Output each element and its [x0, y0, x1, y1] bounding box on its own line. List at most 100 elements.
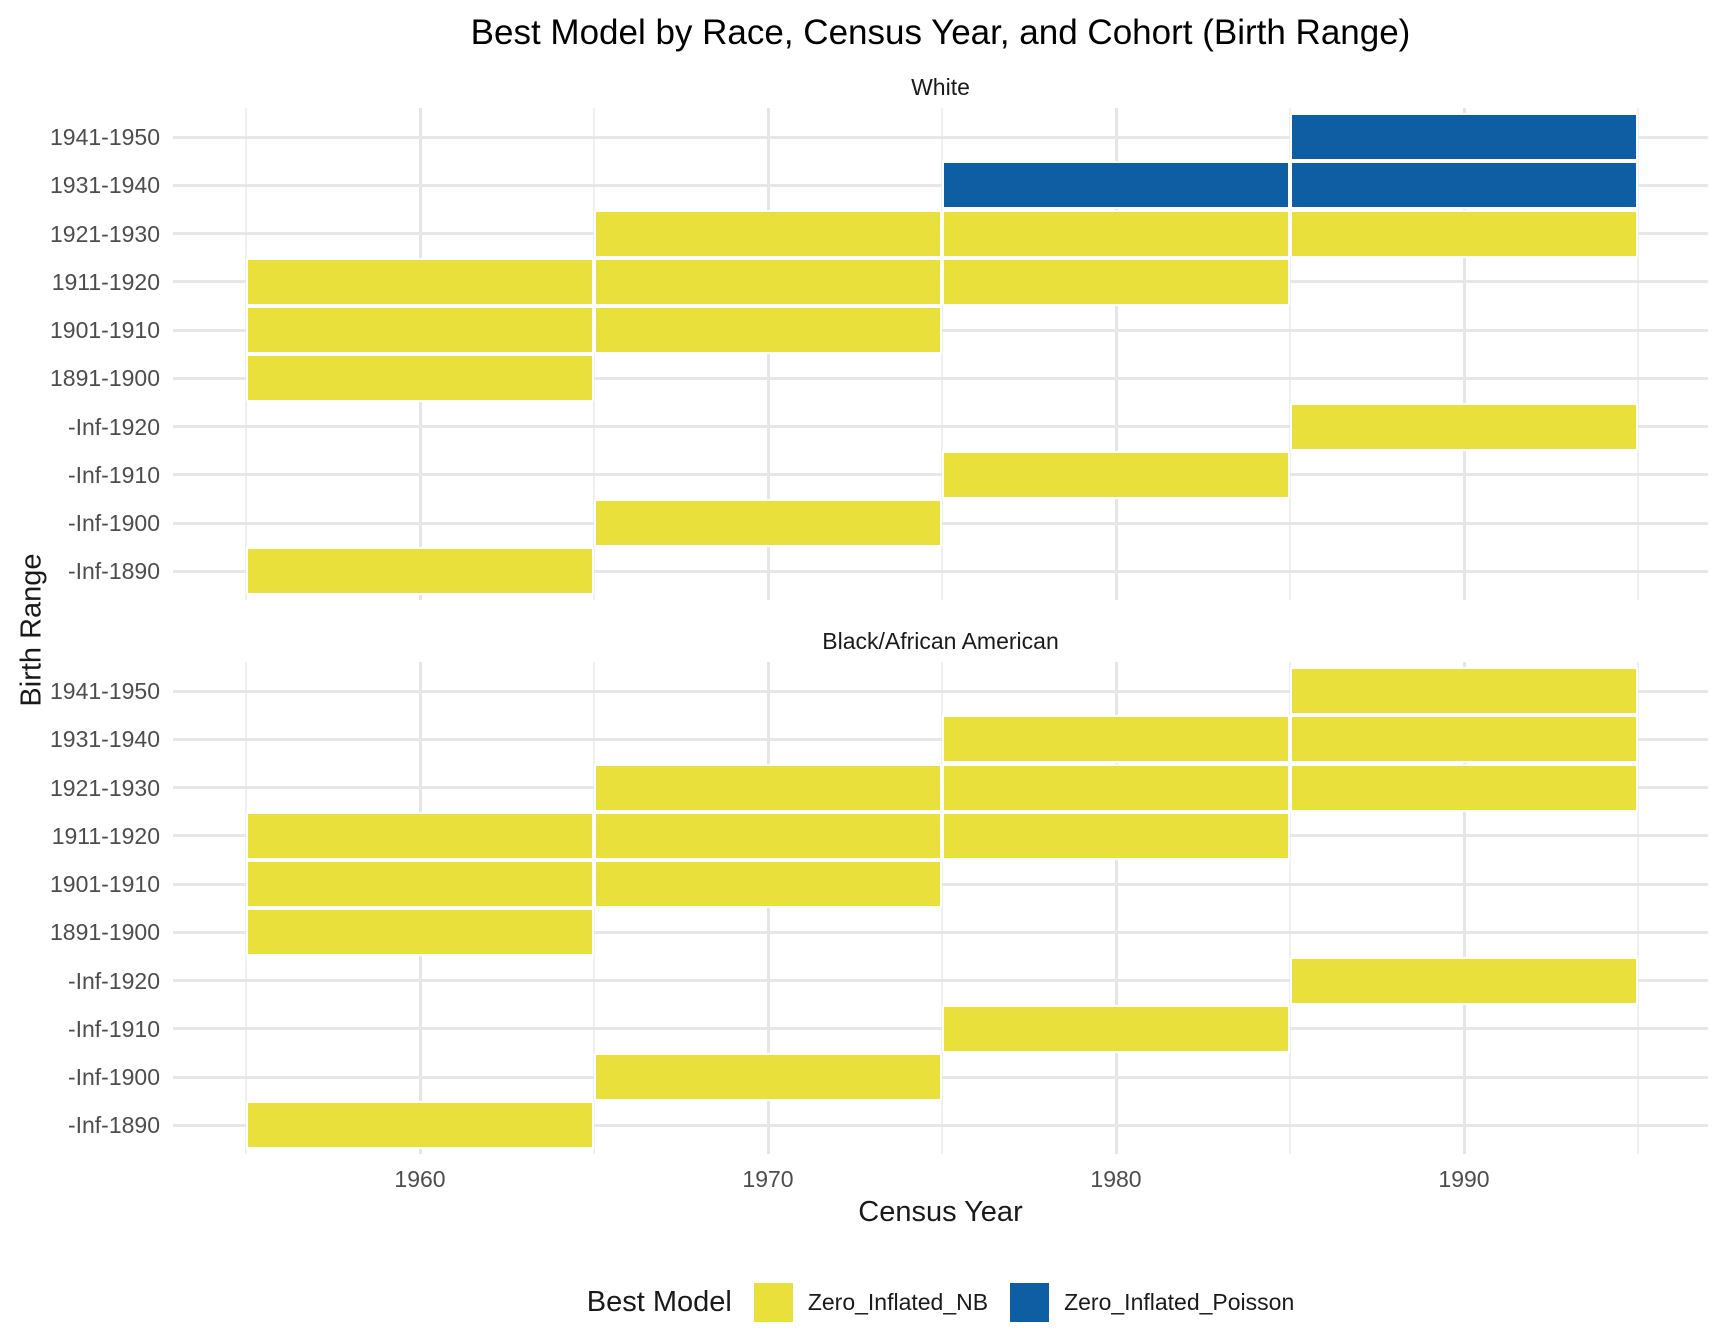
- gridline-y-major: [173, 425, 1708, 428]
- tile-zero-inflated-nb: [942, 811, 1290, 860]
- legend-title: Best Model: [586, 1285, 732, 1318]
- x-axis-tick-label: 1990: [1438, 1166, 1490, 1192]
- tile-zero-inflated-nb: [594, 257, 942, 306]
- gridline-x-minor: [1289, 108, 1291, 600]
- gridline-x-major: [766, 662, 770, 1154]
- x-axis-tick-label: 1980: [1090, 1166, 1142, 1192]
- y-axis-tick-label: 1901-1910: [50, 317, 160, 343]
- y-axis-tick-label: -Inf-1890: [67, 558, 160, 585]
- x-axis-title: Census Year: [858, 1196, 1023, 1228]
- tile-zero-inflated-nb: [594, 306, 942, 354]
- gridline-y-major: [173, 376, 1708, 380]
- gridline-x-minor: [245, 662, 247, 1154]
- legend: Best Model Zero_Inflated_NB Zero_Inflated…: [173, 1272, 1708, 1332]
- gridline-y-major: [173, 930, 1708, 934]
- gridline-x-major: [1114, 662, 1118, 1154]
- tile-zero-inflated-nb: [594, 763, 942, 812]
- y-axis-tick-label: 1891-1900: [50, 919, 160, 946]
- tile-zero-inflated-nb: [246, 1101, 594, 1150]
- tile-zero-inflated-nb: [942, 450, 1290, 499]
- y-axis-tick-label: -Inf-1910: [67, 1015, 160, 1042]
- gridline-x-major: [1462, 108, 1466, 600]
- gridline-x-minor: [593, 108, 595, 600]
- gridline-x-major: [766, 108, 770, 600]
- gridline-y-major: [173, 979, 1708, 982]
- tile-zero-inflated-nb: [1290, 209, 1638, 258]
- facet-strip-black-african-american: Black/African American: [822, 628, 1059, 654]
- gridline-x-major: [418, 662, 422, 1154]
- tile-zero-inflated-nb: [246, 354, 594, 403]
- tile-zero-inflated-nb: [942, 715, 1290, 764]
- tile-zero-inflated-nb: [594, 860, 942, 908]
- y-axis-tick-label: -Inf-1900: [67, 510, 160, 536]
- gridline-x-major: [418, 108, 422, 600]
- y-axis-tick-label: 1931-1940: [50, 172, 160, 199]
- tile-zero-inflated-nb: [594, 1053, 942, 1101]
- gridline-x-major: [1114, 108, 1118, 600]
- tile-zero-inflated-nb: [246, 257, 594, 306]
- gridline-x-minor: [593, 662, 595, 1154]
- gridline-y-major: [173, 737, 1708, 741]
- gridline-y-major: [173, 183, 1708, 187]
- gridline-x-minor: [941, 108, 943, 600]
- gridline-y-major: [173, 569, 1708, 573]
- y-axis-tick-label: 1901-1910: [50, 871, 160, 897]
- legend-swatch: [1010, 1282, 1050, 1322]
- gridline-y-major: [173, 689, 1708, 693]
- x-axis-tick-label: 1960: [394, 1166, 446, 1192]
- tile-zero-inflated-nb: [246, 908, 594, 957]
- y-axis-tick-label: 1891-1900: [50, 365, 160, 392]
- gridline-y-major: [173, 135, 1708, 139]
- tile-zero-inflated-nb: [246, 306, 594, 354]
- tile-zero-inflated-nb: [1290, 715, 1638, 764]
- tile-zero-inflated-nb: [942, 257, 1290, 306]
- plot-title: Best Model by Race, Census Year, and Coh…: [470, 13, 1411, 52]
- y-axis-tick-label: 1941-1950: [50, 124, 160, 150]
- gridline-x-minor: [941, 662, 943, 1154]
- tile-zero-inflated-nb: [1290, 667, 1638, 715]
- y-axis-tick-label: -Inf-1890: [67, 1112, 160, 1139]
- tile-zero-inflated-nb: [942, 209, 1290, 258]
- gridline-x-minor: [1637, 662, 1639, 1154]
- panel-white: [173, 108, 1708, 600]
- legend-item: Zero_Inflated_Poisson: [1010, 1282, 1295, 1322]
- tile-zero-inflated-nb: [1290, 956, 1638, 1005]
- y-axis-tick-label: 1931-1940: [50, 726, 160, 753]
- x-axis-tick-label: 1970: [742, 1166, 794, 1192]
- tile-zero-inflated-poisson: [942, 161, 1290, 210]
- legend-item-label: Zero_Inflated_Poisson: [1064, 1288, 1295, 1315]
- gridline-x-minor: [245, 108, 247, 600]
- y-axis-tick-label: -Inf-1910: [67, 461, 160, 488]
- tile-zero-inflated-nb: [594, 811, 942, 860]
- legend-item: Zero_Inflated_NB: [753, 1282, 989, 1322]
- panel-black-african-american: [173, 662, 1708, 1154]
- tile-zero-inflated-nb: [246, 811, 594, 860]
- tile-zero-inflated-nb: [942, 1004, 1290, 1053]
- tile-zero-inflated-nb: [594, 499, 942, 547]
- tile-zero-inflated-poisson: [1290, 113, 1638, 161]
- y-axis-tick-label: -Inf-1920: [67, 413, 160, 440]
- y-axis-tick-label: -Inf-1920: [67, 967, 160, 994]
- tile-zero-inflated-nb: [246, 860, 594, 908]
- tile-zero-inflated-nb: [942, 763, 1290, 812]
- tile-zero-inflated-nb: [1290, 402, 1638, 451]
- y-axis-tick-label: 1921-1930: [50, 774, 160, 801]
- gridline-x-minor: [1289, 662, 1291, 1154]
- gridline-x-major: [1462, 662, 1466, 1154]
- y-axis-tick-label: 1921-1930: [50, 220, 160, 247]
- y-axis-tick-label: 1911-1920: [51, 822, 160, 849]
- y-axis-tick-label: 1941-1950: [50, 678, 160, 704]
- tile-zero-inflated-nb: [1290, 763, 1638, 812]
- y-axis-tick-label: -Inf-1900: [67, 1064, 160, 1090]
- y-axis-tick-label: 1911-1920: [51, 268, 160, 295]
- legend-swatch: [753, 1282, 793, 1322]
- legend-item-label: Zero_Inflated_NB: [807, 1288, 989, 1315]
- tile-zero-inflated-nb: [594, 209, 942, 258]
- tile-zero-inflated-poisson: [1290, 161, 1638, 210]
- facet-strip-white: White: [911, 74, 970, 100]
- tile-zero-inflated-nb: [246, 547, 594, 596]
- gridline-x-minor: [1637, 108, 1639, 600]
- gridline-y-major: [173, 473, 1708, 477]
- gridline-y-major: [173, 1123, 1708, 1127]
